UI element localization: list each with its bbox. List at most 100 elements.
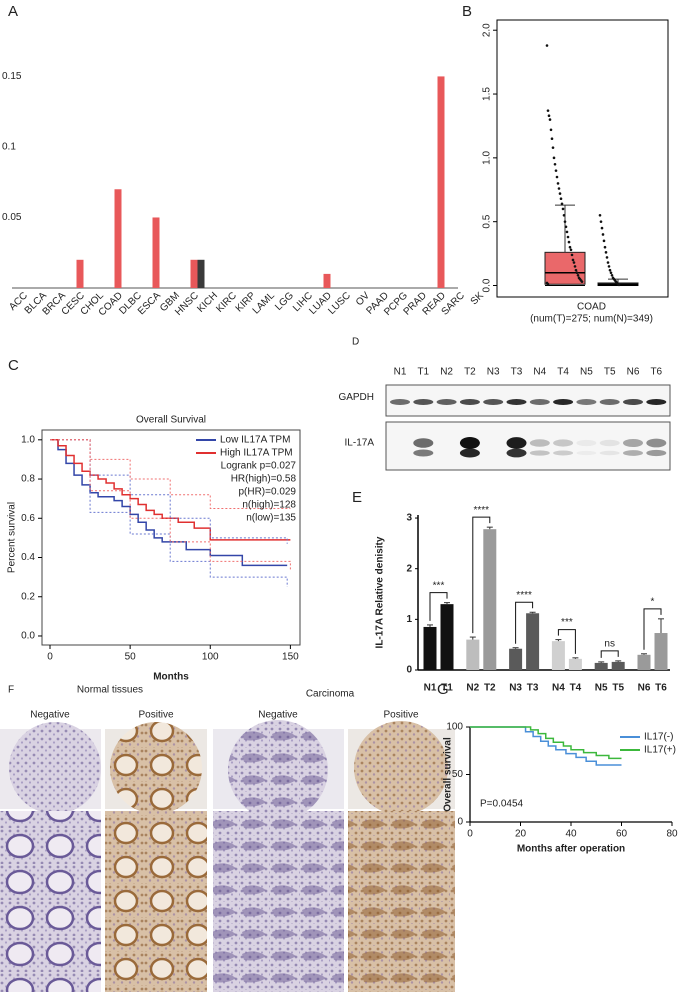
survival-line — [470, 726, 622, 766]
y-tick-label: 0.5 — [482, 214, 493, 228]
y-tick-label: 0.05 — [2, 212, 22, 223]
x-tick-label: T4 — [570, 683, 582, 694]
x-tick-label: 40 — [565, 829, 577, 840]
legend-label: High IL17A TPM — [220, 448, 293, 459]
x-tick-label: 20 — [515, 829, 527, 840]
bar — [568, 658, 582, 670]
y-tick-label: 2 — [406, 563, 412, 574]
significance-bracket — [472, 516, 491, 634]
point — [566, 235, 570, 239]
lane-label: N2 — [440, 367, 453, 378]
x-tick-label: LGG — [273, 290, 296, 313]
plot-frame — [496, 19, 669, 298]
y-tick-label: 0 — [406, 665, 412, 676]
band — [483, 399, 504, 405]
band — [599, 450, 620, 456]
lane-label: T2 — [464, 367, 476, 378]
lane-label: T1 — [417, 367, 429, 378]
annotation: p(HR)=0.029 — [238, 487, 296, 498]
y-axis-label: Percent survival — [7, 502, 18, 573]
x-tick-label: KIRC — [214, 290, 239, 315]
point — [606, 261, 610, 264]
x-tick-label: N4 — [552, 683, 565, 694]
band — [576, 450, 597, 456]
lane-label: N3 — [487, 367, 500, 378]
point — [555, 175, 559, 179]
significance-label: *** — [433, 580, 445, 591]
bar — [466, 639, 480, 670]
point — [573, 265, 577, 268]
y-tick-label: 1.5 — [482, 87, 493, 101]
image-tile — [348, 811, 455, 992]
band — [436, 399, 457, 405]
band — [646, 399, 667, 405]
histology-images — [0, 720, 455, 992]
survival-line — [50, 439, 291, 541]
tissue-core — [110, 722, 202, 814]
lane-label: N4 — [533, 367, 546, 378]
bar — [423, 626, 437, 670]
x-tick-label: 0 — [467, 829, 473, 840]
y-tick-label: 1.0 — [21, 434, 35, 445]
lane-label: T3 — [511, 367, 523, 378]
legend-label: IL17(-) — [644, 732, 673, 743]
point — [563, 220, 567, 223]
panel-label: F — [8, 685, 14, 696]
band — [459, 437, 480, 449]
band — [553, 439, 574, 447]
blot-membrane — [385, 384, 671, 417]
bar — [76, 259, 84, 288]
x-tick-label: N2 — [466, 683, 479, 694]
tissue-core — [354, 721, 448, 815]
panel-label: A — [8, 3, 18, 20]
panel-label: C — [8, 357, 19, 374]
x-tick-label: 100 — [202, 652, 219, 663]
legend-label: IL17(+) — [644, 745, 676, 756]
band — [529, 450, 550, 456]
plot-frame — [41, 429, 301, 646]
bar — [611, 661, 625, 670]
lane-label: N5 — [580, 367, 593, 378]
band — [623, 399, 643, 405]
point — [604, 251, 608, 254]
point — [600, 226, 604, 230]
x-tick-label: N6 — [638, 683, 651, 694]
annotation: n(low)=135 — [246, 513, 296, 524]
point — [574, 268, 578, 272]
bar — [594, 662, 608, 670]
bar — [509, 648, 523, 670]
y-tick-label: 0.8 — [21, 474, 35, 485]
point — [562, 214, 566, 217]
y-axis-label: IL-17A Relative denisity — [375, 536, 386, 648]
x-tick-label: N3 — [509, 683, 522, 694]
annotation: n(high)=128 — [242, 500, 296, 511]
significance-bracket — [643, 608, 662, 650]
bar — [114, 189, 122, 288]
point — [551, 146, 555, 149]
bar — [440, 604, 454, 670]
point — [564, 225, 568, 229]
lane-label: T6 — [650, 367, 662, 378]
significance-label: *** — [561, 617, 573, 628]
x-tick-label: 80 — [666, 829, 678, 840]
annotation: P=0.0454 — [480, 799, 524, 810]
point — [609, 271, 613, 275]
bar — [437, 76, 445, 288]
band — [646, 438, 667, 448]
y-tick-label: 1 — [406, 614, 412, 625]
y-tick-label: 1.0 — [482, 150, 493, 164]
column-label: Negative — [30, 710, 70, 721]
tissue-core — [228, 720, 328, 820]
bar — [152, 217, 160, 288]
point — [569, 248, 573, 252]
point — [546, 109, 550, 112]
image-tile — [0, 811, 101, 992]
bar — [323, 273, 331, 288]
point — [560, 202, 564, 206]
band — [646, 449, 667, 457]
point — [552, 156, 556, 160]
tissue-core — [9, 722, 101, 814]
x-tick-label: T3 — [527, 683, 539, 694]
blot-row-label: IL-17A — [345, 438, 375, 449]
band — [506, 437, 527, 449]
